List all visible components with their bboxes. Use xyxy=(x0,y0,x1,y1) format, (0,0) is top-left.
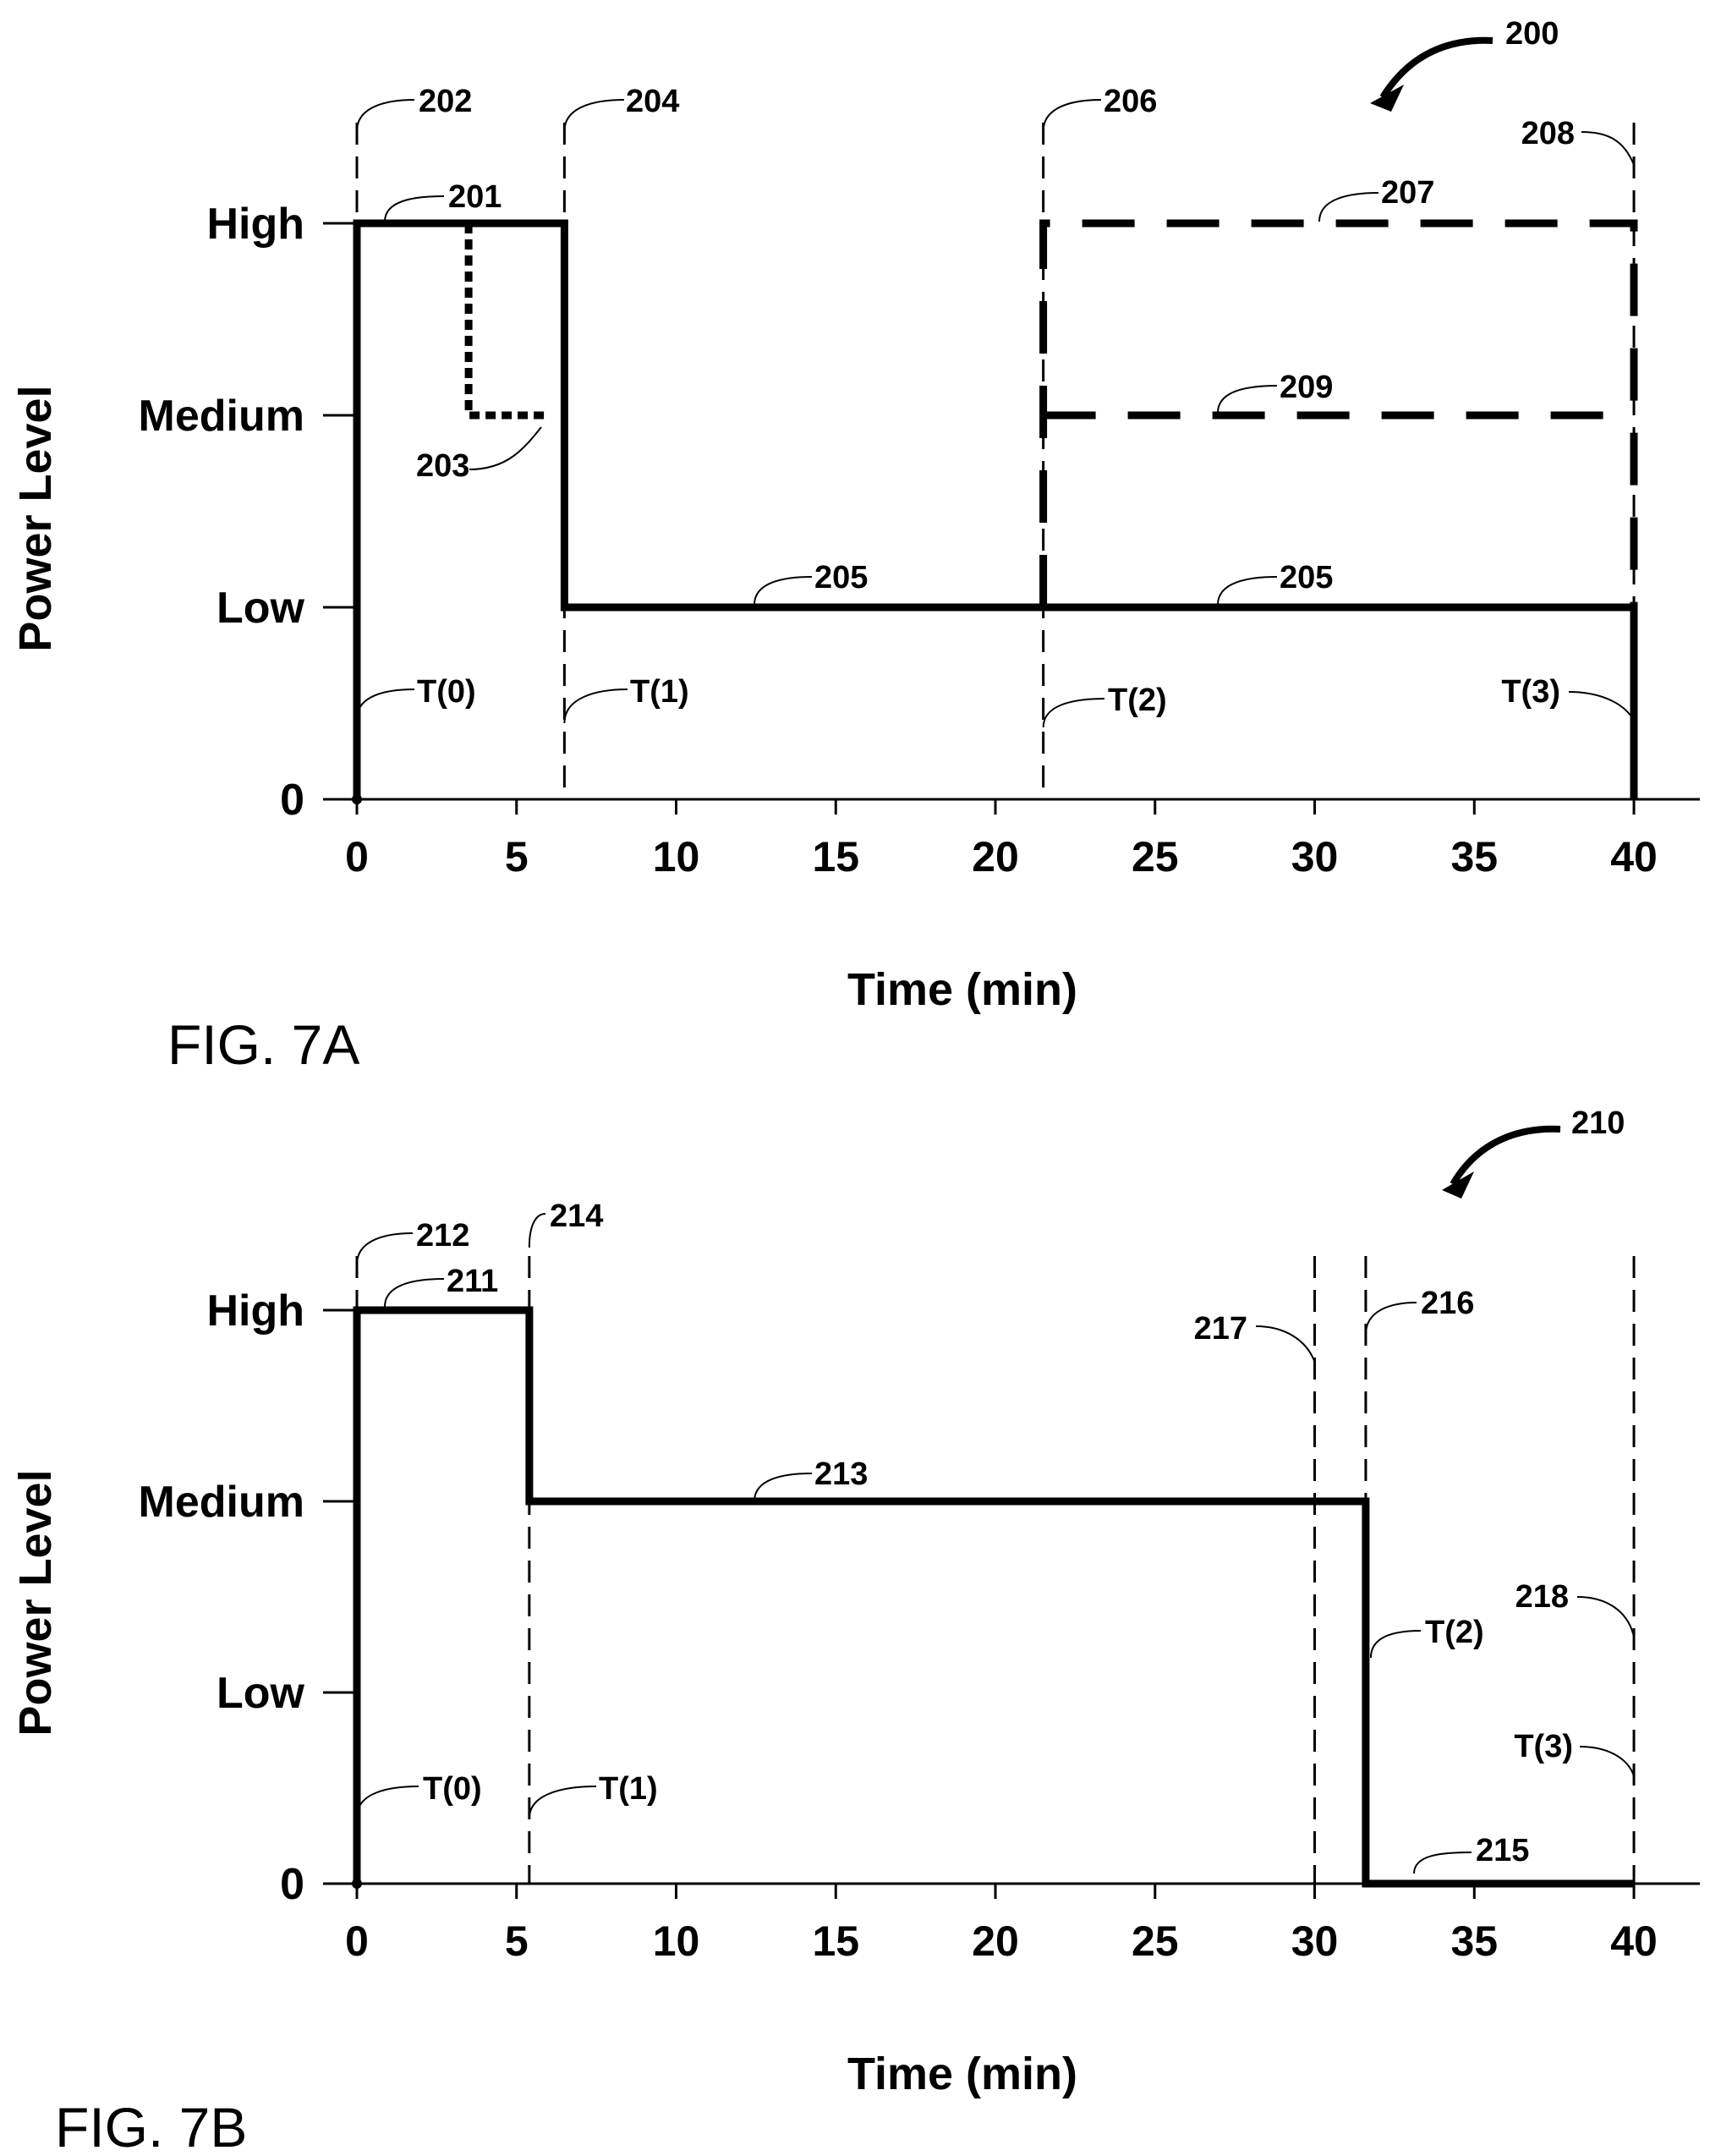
x-tick-label: 25 xyxy=(1132,1917,1179,1965)
y-tick-label: High xyxy=(206,200,304,249)
x-axis-title: Time (min) xyxy=(847,2049,1077,2099)
y-tick-label: 0 xyxy=(280,1860,304,1909)
callout-leader xyxy=(1413,1852,1472,1874)
callout-label: 203 xyxy=(416,448,469,484)
callout-label: 209 xyxy=(1280,370,1333,405)
marker-ref-label: 216 xyxy=(1421,1286,1474,1321)
time-label-leader xyxy=(1369,1630,1422,1659)
x-tick-label: 30 xyxy=(1291,1917,1339,1965)
callout-label: 201 xyxy=(448,179,502,215)
x-tick-label: 20 xyxy=(972,1917,1019,1965)
x-tick-label: 15 xyxy=(812,1917,859,1965)
y-axis-title: Power Level xyxy=(10,1469,61,1736)
marker-ref-leader xyxy=(356,1232,414,1265)
origin-dot xyxy=(352,1879,362,1889)
chart-fig-7a: 200 FIG. 7A Time (min) Power Level 0 5 10 1… xyxy=(10,16,1700,1076)
callout-label: 207 xyxy=(1381,175,1434,211)
marker-ref-label: 218 xyxy=(1515,1579,1569,1615)
marker-ref-label: 202 xyxy=(419,84,472,119)
time-label: T(3) xyxy=(1514,1729,1573,1764)
callout-label: 215 xyxy=(1476,1833,1529,1868)
time-label: T(1) xyxy=(599,1771,658,1807)
y-tick-label: Medium xyxy=(139,392,304,441)
marker-ref-leader xyxy=(1255,1325,1316,1363)
time-label-leader xyxy=(1042,698,1105,728)
y-tick-label: Medium xyxy=(139,1478,304,1527)
time-label-leader xyxy=(1579,1746,1635,1777)
series-line xyxy=(353,219,1638,799)
time-label-leader xyxy=(563,688,628,724)
marker-ref-leader xyxy=(528,1213,546,1248)
series-line xyxy=(464,223,549,420)
figure-label: FIG. 7A xyxy=(167,1013,359,1076)
x-tick-label: 40 xyxy=(1610,833,1658,881)
callout-leader xyxy=(754,576,813,606)
callout-leader xyxy=(754,1473,813,1502)
time-label-leader xyxy=(356,688,415,720)
figure-ref-arrow xyxy=(1379,36,1494,100)
figure-ref-arrowhead xyxy=(1370,85,1404,112)
figure-ref-arrow xyxy=(1450,1125,1561,1187)
x-tick-label: 5 xyxy=(505,1917,529,1965)
y-axis-title: Power Level xyxy=(10,385,61,651)
x-tick-label: 20 xyxy=(972,833,1019,881)
time-label-leader xyxy=(1568,691,1635,721)
callout-leader xyxy=(384,1278,445,1308)
y-tick-label: 0 xyxy=(280,776,304,825)
series-line xyxy=(353,1306,1634,1888)
time-label-leader xyxy=(528,1786,597,1819)
time-label: T(0) xyxy=(423,1771,482,1807)
marker-ref-label: 208 xyxy=(1521,116,1575,151)
time-label: T(2) xyxy=(1425,1615,1484,1650)
chart-fig-7b: 210 FIG. 7B Time (min) Power Level 0 5 10 1… xyxy=(10,1105,1700,2156)
time-label: T(0) xyxy=(417,674,476,710)
x-axis-title: Time (min) xyxy=(847,964,1077,1015)
x-tick-label: 30 xyxy=(1291,833,1339,881)
x-tick-label: 40 xyxy=(1610,1917,1658,1965)
x-tick-label: 35 xyxy=(1450,1917,1498,1965)
marker-ref-label: 206 xyxy=(1104,84,1157,119)
callout-leader xyxy=(384,195,445,222)
marker-ref-label: 214 xyxy=(550,1199,603,1234)
marker-ref-leader xyxy=(356,99,415,132)
callout-label: 213 xyxy=(814,1457,868,1492)
x-tick-label: 15 xyxy=(812,833,859,881)
callout-leader xyxy=(469,426,542,470)
callout-label: 211 xyxy=(447,1264,498,1299)
marker-ref-label: 217 xyxy=(1194,1311,1247,1347)
marker-ref-leader xyxy=(1364,1302,1417,1336)
x-tick-label: 0 xyxy=(345,1917,369,1965)
x-tick-label: 0 xyxy=(345,833,369,881)
callout-leader xyxy=(1217,576,1278,606)
x-tick-label: 35 xyxy=(1450,833,1498,881)
figure-ref-label: 210 xyxy=(1571,1105,1625,1141)
figure-ref-arrowhead xyxy=(1442,1171,1474,1199)
figure-label: FIG. 7B xyxy=(55,2096,247,2156)
x-tick-label: 10 xyxy=(653,1917,700,1965)
time-label-leader xyxy=(356,1786,419,1818)
marker-ref-label: 212 xyxy=(416,1218,469,1254)
marker-ref-leader xyxy=(1576,1596,1636,1638)
x-tick-label: 10 xyxy=(653,833,700,881)
x-tick-label: 5 xyxy=(505,833,529,881)
time-label: T(1) xyxy=(630,674,689,710)
marker-ref-leader xyxy=(1581,131,1635,166)
time-label: T(3) xyxy=(1501,674,1560,710)
callout-label: 205 xyxy=(814,560,868,595)
y-tick-label: Low xyxy=(216,1669,305,1718)
callout-leader xyxy=(1318,192,1379,222)
y-tick-label: Low xyxy=(216,584,305,633)
callout-leader xyxy=(1217,385,1278,414)
marker-ref-leader xyxy=(1042,99,1102,132)
figure-ref-label: 200 xyxy=(1505,16,1559,52)
y-tick-label: High xyxy=(206,1286,304,1336)
marker-ref-leader xyxy=(563,99,625,132)
marker-ref-label: 204 xyxy=(626,84,679,119)
callout-label: 205 xyxy=(1280,560,1333,595)
origin-dot xyxy=(352,794,362,804)
x-tick-label: 25 xyxy=(1132,833,1179,881)
time-label: T(2) xyxy=(1108,683,1167,718)
